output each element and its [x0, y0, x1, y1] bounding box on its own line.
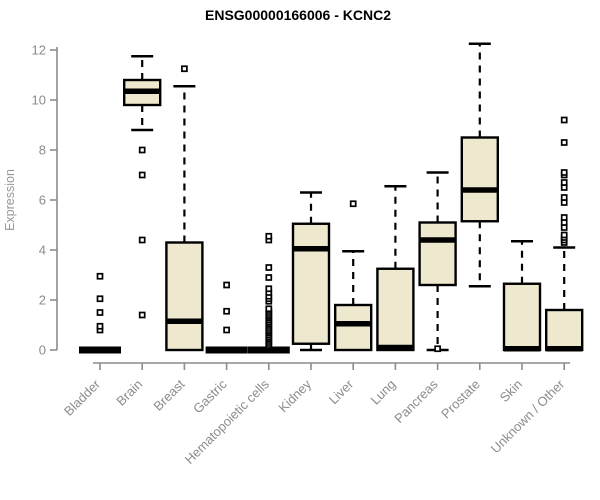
category-label: Lung [367, 377, 398, 408]
outlier-point [96, 322, 104, 330]
iqr-box [291, 222, 331, 345]
outlier-point [96, 272, 104, 280]
outlier-point [560, 179, 568, 186]
outlier-point [181, 65, 188, 73]
category-label: Liver [326, 376, 357, 407]
median-bar [166, 318, 203, 324]
box-group-brain [122, 54, 162, 319]
chart-title: ENSG00000166006 - KCNC2 [205, 7, 391, 23]
y-tick-label: 2 [39, 293, 46, 308]
outlier-point [265, 232, 273, 240]
iqr-box [334, 303, 373, 352]
box-group-prostate [460, 42, 499, 288]
category-label: Prostate [438, 377, 483, 422]
outlier-point [560, 194, 568, 201]
box-group-liver [334, 200, 373, 352]
median-bar [79, 346, 121, 354]
iqr-box [165, 241, 204, 352]
outlier-point [223, 281, 230, 289]
median-bar [247, 346, 290, 354]
y-tick-label: 6 [39, 193, 46, 208]
median-bar [546, 346, 583, 352]
outlier-point [349, 200, 357, 208]
median-bar [335, 321, 372, 327]
box-group-bladder [79, 272, 121, 354]
median-bar [461, 187, 498, 193]
category-label: Bladder [61, 376, 104, 419]
outlier-point [96, 295, 104, 303]
y-axis: 0 2 4 6 8 10 12 [32, 43, 58, 358]
median-bar [205, 346, 248, 354]
outlier-point [560, 214, 568, 221]
outlier-point [223, 307, 230, 315]
median-bar [504, 346, 540, 352]
box-group-pancreas [418, 171, 457, 353]
median-bar [377, 344, 414, 351]
y-tick-label: 12 [32, 43, 46, 58]
category-label: Unknown / Other [488, 376, 568, 456]
category-label: Gastric [190, 376, 230, 416]
category-label: Pancreas [391, 376, 441, 426]
outlier-point [265, 274, 273, 281]
outlier-point [265, 305, 273, 313]
median-bar [293, 246, 329, 252]
outlier-point [265, 285, 273, 293]
iqr-box [460, 136, 499, 223]
outlier-point [560, 139, 568, 146]
category-label: Skin [497, 377, 525, 405]
median-bar [419, 237, 456, 243]
outlier-point [96, 309, 104, 316]
boxes-layer [79, 42, 584, 354]
iqr-box [502, 282, 542, 352]
outlier-point [138, 171, 146, 179]
outlier-point [560, 231, 568, 239]
box-group-hematopoietic-cells [247, 232, 290, 354]
iqr-box [418, 221, 457, 287]
outlier-point [560, 169, 568, 176]
y-tick-label: 0 [39, 343, 46, 358]
outlier-point [265, 264, 273, 271]
y-tick-label: 4 [39, 243, 46, 258]
box-group-kidney [291, 191, 331, 352]
outlier-point [223, 326, 230, 334]
outlier-point [434, 345, 441, 353]
y-tick-label: 8 [39, 143, 46, 158]
outlier-point [138, 311, 146, 319]
box-group-unknown-other [545, 116, 584, 352]
category-label: Kidney [275, 376, 314, 415]
iqr-box [545, 308, 584, 352]
box-group-skin [502, 239, 542, 352]
category-label: Brain [113, 377, 145, 409]
iqr-box [376, 267, 415, 352]
y-axis-title: Expression [3, 169, 17, 231]
outlier-point [138, 146, 146, 154]
box-group-breast [165, 65, 204, 352]
outlier-point [138, 236, 146, 244]
box-group-gastric [205, 281, 248, 354]
category-label: Breast [150, 376, 187, 413]
outlier-point [560, 116, 568, 124]
box-group-lung [376, 184, 415, 352]
median-bar [124, 88, 161, 94]
y-tick-label: 10 [32, 93, 46, 108]
